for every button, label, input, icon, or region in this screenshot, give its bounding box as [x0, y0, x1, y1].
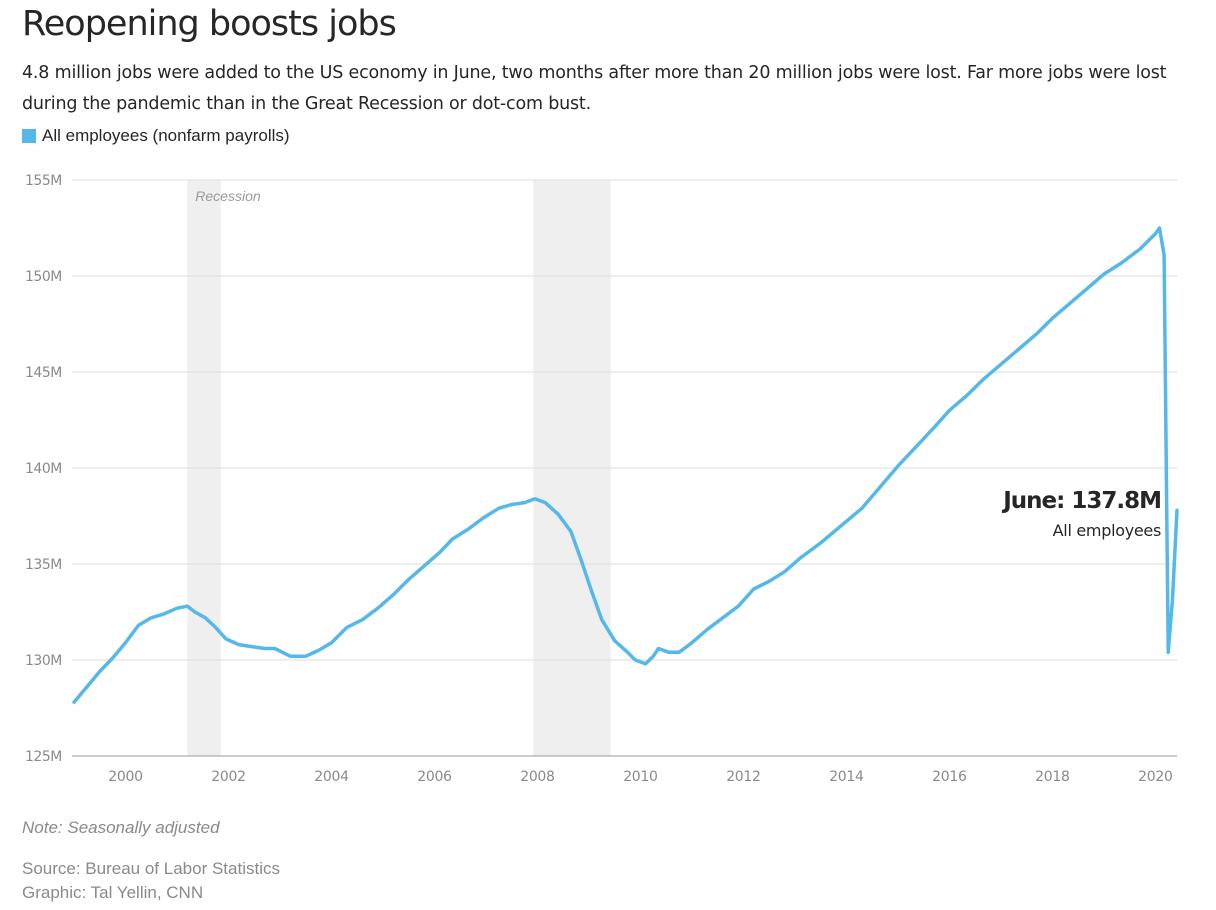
x-tick-label: 2010	[623, 769, 657, 785]
y-tick-label: 130M	[25, 653, 62, 669]
x-tick-label: 2014	[829, 769, 864, 785]
source-block: Source: Bureau of Labor Statistics Graph…	[22, 857, 280, 905]
x-tick-label: 2012	[726, 769, 760, 785]
x-tick-label: 2004	[314, 769, 349, 785]
x-tick-label: 2008	[520, 769, 554, 785]
x-tick-label: 2020	[1138, 769, 1172, 785]
gridlines	[72, 179, 1177, 757]
line-chart: Recession 125M 130M 135M 140M 145M 150M 155M 2…	[25, 173, 1179, 785]
x-axis: 2000 2002 2004 2006 2008 2010 2012 2014 2016 2018…	[108, 769, 1173, 785]
y-tick-label: 140M	[25, 461, 62, 477]
recession-label: Recession	[195, 188, 261, 204]
annotation-label: All employees	[1053, 521, 1161, 540]
x-tick-label: 2000	[108, 769, 142, 785]
y-tick-label: 155M	[25, 173, 62, 189]
credit-line: Graphic: Tal Yellin, CNN	[22, 883, 204, 902]
y-tick-label: 145M	[25, 365, 62, 381]
legend: All employees (nonfarm payrolls)	[22, 126, 290, 146]
x-tick-label: 2002	[211, 769, 245, 785]
series-layer	[72, 226, 1179, 704]
series-line	[72, 226, 1179, 704]
x-tick-label: 2016	[932, 769, 967, 785]
x-tick-label: 2018	[1035, 769, 1069, 785]
chart-subtitle: 4.8 million jobs were added to the US ec…	[22, 63, 1167, 114]
y-tick-label: 125M	[25, 749, 62, 765]
y-axis: 125M 130M 135M 140M 145M 150M 155M	[25, 173, 62, 765]
y-tick-label: 150M	[25, 269, 62, 285]
legend-label: All employees (nonfarm payrolls)	[42, 126, 290, 145]
y-tick-label: 135M	[25, 557, 62, 573]
annotation: June: 137.8M All employees	[1001, 488, 1162, 540]
x-tick-label: 2006	[417, 769, 452, 785]
chart-title: Reopening boosts jobs	[22, 4, 397, 44]
annotation-value: June: 137.8M	[1001, 488, 1161, 514]
footnote: Note: Seasonally adjusted	[22, 818, 220, 837]
legend-swatch	[22, 129, 36, 143]
source-line: Source: Bureau of Labor Statistics	[22, 859, 280, 878]
